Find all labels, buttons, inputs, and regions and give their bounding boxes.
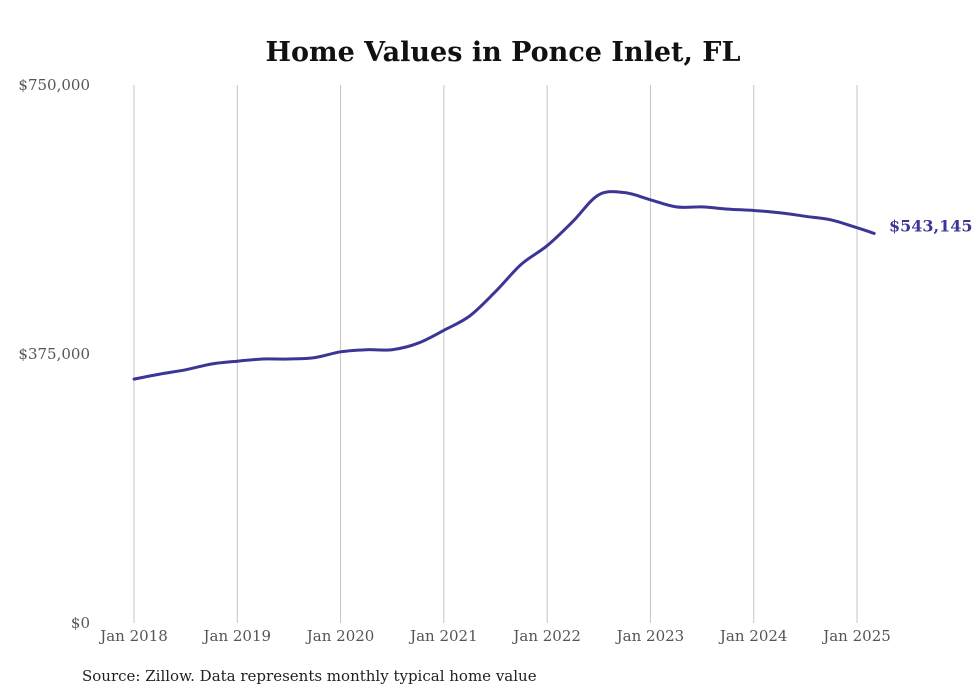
y-axis-ticks: $0 $375,000 $750,000 — [18, 76, 90, 632]
x-tick-label: Jan 2019 — [202, 627, 272, 645]
data-point — [804, 215, 807, 218]
x-tick-label: Jan 2025 — [821, 627, 891, 645]
data-point — [442, 329, 445, 332]
x-tick-label: Jan 2023 — [615, 627, 685, 645]
data-point — [313, 356, 316, 359]
data-point — [365, 348, 368, 351]
data-point — [468, 314, 471, 317]
grid-lines — [133, 85, 858, 623]
data-point — [391, 348, 394, 351]
data-point — [623, 191, 626, 194]
data-point — [262, 358, 265, 361]
data-point — [726, 208, 729, 211]
x-tick-label: Jan 2020 — [305, 627, 375, 645]
x-axis-ticks: Jan 2018 Jan 2019 Jan 2020 Jan 2021 Jan 2022… — [98, 627, 891, 645]
data-point — [830, 218, 833, 221]
data-point — [133, 378, 136, 381]
data-point — [856, 226, 859, 229]
data-point — [236, 360, 239, 363]
data-point — [778, 211, 781, 214]
data-point — [210, 363, 213, 366]
data-point — [494, 290, 497, 293]
data-point — [339, 350, 342, 353]
source-note: Source: Zillow. Data represents monthly … — [82, 667, 537, 685]
data-point — [184, 368, 187, 371]
y-tick-label: $375,000 — [18, 345, 90, 363]
data-point — [417, 342, 420, 345]
data-point — [597, 193, 600, 196]
x-tick-label: Jan 2022 — [511, 627, 581, 645]
series-line-0 — [132, 190, 876, 381]
x-tick-label: Jan 2018 — [98, 627, 168, 645]
data-point — [158, 373, 161, 376]
x-tick-label: Jan 2021 — [408, 627, 478, 645]
x-tick-label: Jan 2024 — [718, 627, 788, 645]
data-point — [701, 205, 704, 208]
data-point — [520, 263, 523, 266]
data-point — [649, 198, 652, 201]
last-value-label: $543,145 — [889, 216, 973, 235]
data-point — [752, 209, 755, 212]
chart-title: Home Values in Ponce Inlet, FL — [266, 37, 741, 68]
data-point — [546, 244, 549, 247]
data-point — [873, 232, 876, 235]
data-point — [287, 358, 290, 361]
series-layer — [132, 190, 876, 381]
y-tick-label: $750,000 — [18, 76, 90, 94]
y-tick-label: $0 — [71, 614, 90, 632]
data-point — [675, 205, 678, 208]
data-point — [571, 220, 574, 223]
